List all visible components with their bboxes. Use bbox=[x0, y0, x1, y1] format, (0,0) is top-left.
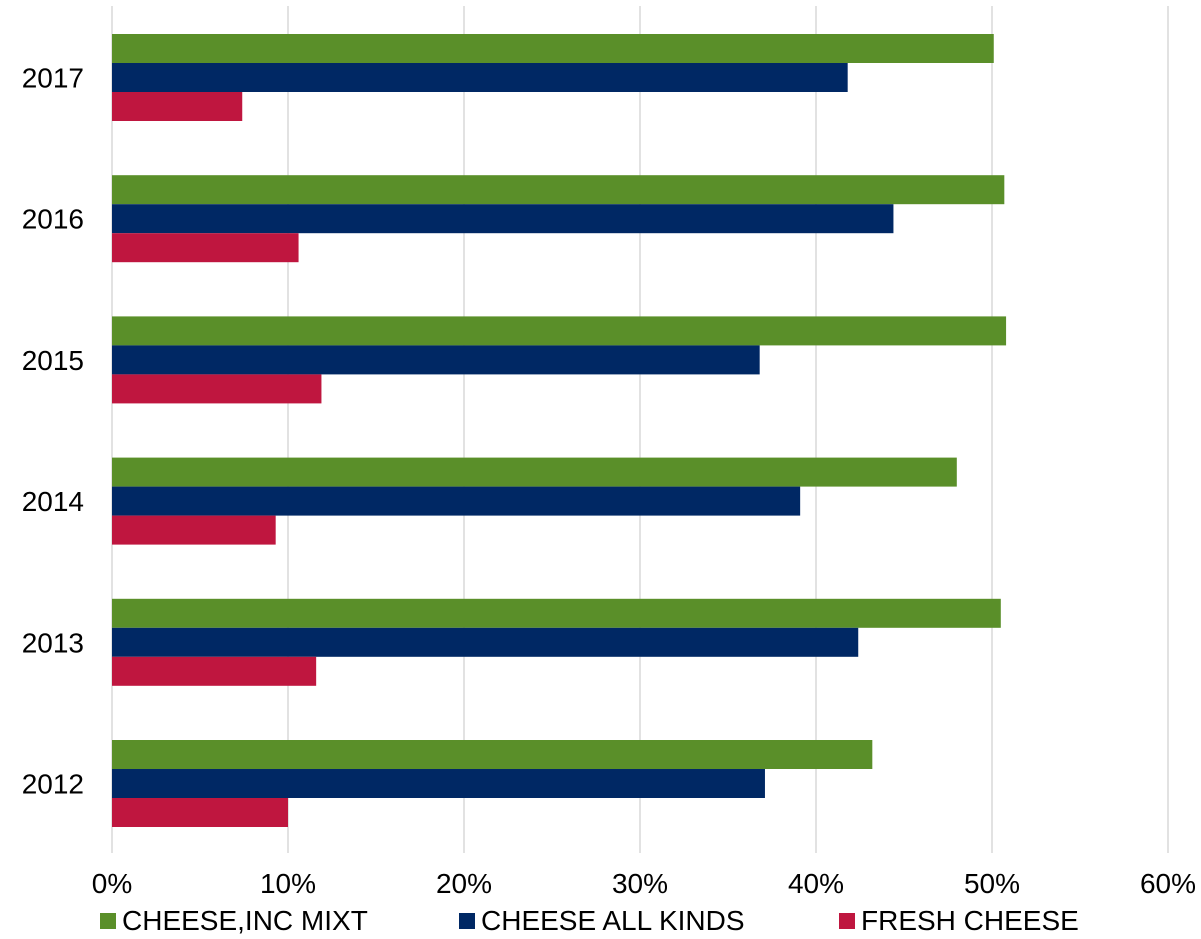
bar-cheese-inc-mixt-2012 bbox=[112, 740, 873, 769]
bar-chart: 2017 2016 2015 2014 2013 2012 0% 10% 20% 30% 40% 5… bbox=[22, 6, 1196, 899]
x-tick-label-40: 40% bbox=[788, 868, 844, 899]
y-tick-label-2016: 2016 bbox=[22, 204, 84, 235]
x-tick-label-50: 50% bbox=[964, 868, 1020, 899]
x-tick-label-0: 0% bbox=[92, 868, 132, 899]
bar-cheese-all-kinds-2017 bbox=[112, 63, 848, 92]
bar-fresh-cheese-2014 bbox=[112, 515, 276, 545]
y-tick-label-2017: 2017 bbox=[22, 63, 84, 94]
x-tick-label-30: 30% bbox=[612, 868, 668, 899]
bar-cheese-all-kinds-2012 bbox=[112, 769, 765, 798]
legend-label-fresh-cheese: FRESH CHEESE bbox=[861, 905, 1079, 936]
legend-swatch-fresh-cheese bbox=[839, 913, 855, 929]
bar-fresh-cheese-2013 bbox=[112, 656, 317, 686]
bar-cheese-inc-mixt-2017 bbox=[112, 34, 994, 63]
y-axis-tick-labels: 2017 2016 2015 2014 2013 2012 bbox=[22, 63, 84, 800]
legend: CHEESE,INC MIXT CHEESE ALL KINDS FRESH C… bbox=[0, 903, 1201, 939]
y-tick-label-2015: 2015 bbox=[22, 345, 84, 376]
legend-item-cheese-inc-mixt: CHEESE,INC MIXT bbox=[100, 903, 368, 939]
bar-fresh-cheese-2012 bbox=[112, 798, 288, 827]
bar-cheese-all-kinds-2015 bbox=[112, 345, 760, 375]
bar-fresh-cheese-2016 bbox=[112, 233, 299, 263]
bar-cheese-all-kinds-2013 bbox=[112, 627, 859, 657]
bar-cheese-all-kinds-2016 bbox=[112, 204, 894, 234]
bars bbox=[112, 34, 1007, 827]
legend-label-cheese-inc-mixt: CHEESE,INC MIXT bbox=[122, 905, 368, 936]
gridlines bbox=[111, 6, 1169, 853]
bar-cheese-all-kinds-2014 bbox=[112, 486, 801, 516]
bar-fresh-cheese-2015 bbox=[112, 374, 322, 404]
bar-cheese-inc-mixt-2014 bbox=[112, 457, 957, 487]
y-tick-label-2012: 2012 bbox=[22, 769, 84, 800]
bar-cheese-inc-mixt-2016 bbox=[112, 175, 1005, 205]
y-tick-label-2013: 2013 bbox=[22, 627, 84, 658]
bar-fresh-cheese-2017 bbox=[112, 92, 243, 121]
bar-cheese-inc-mixt-2013 bbox=[112, 598, 1001, 628]
legend-label-cheese-all-kinds: CHEESE ALL KINDS bbox=[481, 905, 745, 936]
x-tick-label-10: 10% bbox=[260, 868, 316, 899]
x-tick-label-60: 60% bbox=[1140, 868, 1196, 899]
legend-swatch-cheese-inc-mixt bbox=[100, 913, 116, 929]
x-axis-tick-labels: 0% 10% 20% 30% 40% 50% 60% bbox=[92, 868, 1196, 899]
legend-item-cheese-all-kinds: CHEESE ALL KINDS bbox=[459, 903, 745, 939]
bar-cheese-inc-mixt-2015 bbox=[112, 316, 1007, 346]
legend-item-fresh-cheese: FRESH CHEESE bbox=[839, 903, 1079, 939]
x-tick-label-20: 20% bbox=[436, 868, 492, 899]
y-tick-label-2014: 2014 bbox=[22, 486, 84, 517]
legend-swatch-cheese-all-kinds bbox=[459, 913, 475, 929]
